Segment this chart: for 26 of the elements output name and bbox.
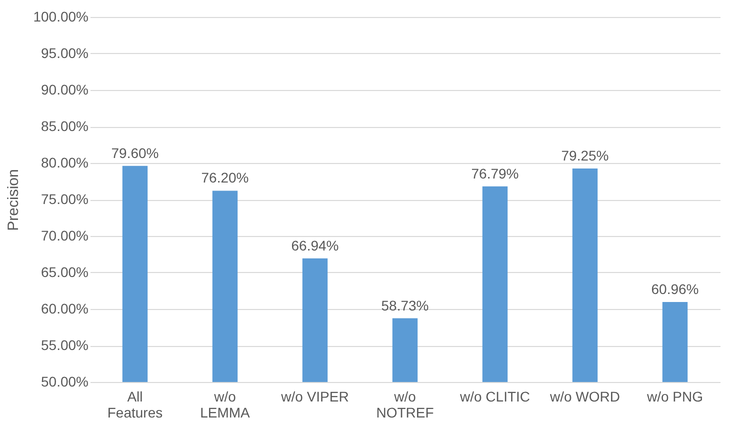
data-label: 76.20% <box>201 170 249 186</box>
data-label: 79.60% <box>111 144 159 161</box>
y-tick-label: 55.00% <box>41 337 88 353</box>
y-tick-label: 65.00% <box>41 264 88 280</box>
data-label: 66.94% <box>291 237 339 254</box>
x-tick-label: w/o NOTREF <box>376 388 434 420</box>
x-tick-label: w/o LEMMA <box>200 388 251 420</box>
y-tick-label: 75.00% <box>41 191 88 207</box>
y-axis-title: Precision <box>5 169 22 231</box>
y-tick-label: 85.00% <box>41 118 88 134</box>
y-tick-label: 80.00% <box>41 154 88 170</box>
y-tick-label: 60.00% <box>41 300 88 316</box>
x-tick-label: w/o PNG <box>646 388 704 404</box>
y-tick-label: 50.00% <box>41 374 88 390</box>
data-label: 79.25% <box>561 147 609 164</box>
data-label: 60.96% <box>651 280 699 297</box>
x-tick-label: w/o VIPER <box>280 388 349 404</box>
y-tick-label: 90.00% <box>41 82 88 98</box>
x-tick-label: w/o WORD <box>549 388 620 404</box>
y-tick-label: 70.00% <box>41 228 88 244</box>
y-tick-label: 95.00% <box>41 45 88 61</box>
y-tick-label: 100.00% <box>33 8 88 24</box>
x-tick-label: w/o CLITIC <box>458 388 530 404</box>
x-tick-label: All Features <box>107 388 163 420</box>
data-label: 76.79% <box>471 165 519 182</box>
data-label: 58.73% <box>381 297 429 314</box>
